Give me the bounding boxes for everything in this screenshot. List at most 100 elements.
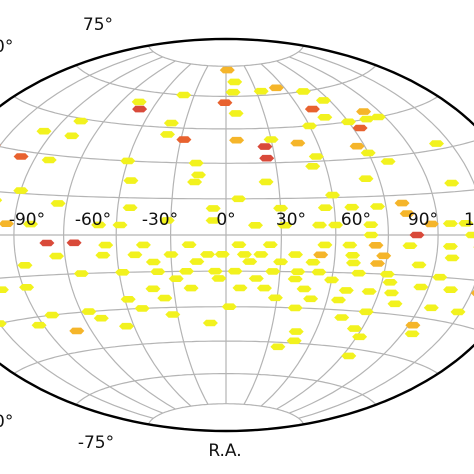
data-cell	[344, 203, 360, 211]
data-cell	[73, 117, 89, 125]
data-cell	[423, 220, 439, 228]
data-cell	[225, 88, 241, 96]
ra-grid-line	[13, 56, 163, 414]
data-cell	[290, 139, 306, 147]
data-cell	[376, 252, 392, 260]
data-cell	[256, 284, 272, 292]
data-cell	[277, 221, 293, 229]
ra-tick-label: 60°	[341, 210, 371, 230]
ra-tick-label: -90°	[9, 210, 45, 230]
data-cell	[265, 268, 281, 275]
data-cell	[221, 303, 237, 310]
ra-tick-label: -60°	[75, 210, 111, 230]
data-cell	[236, 251, 252, 258]
data-cell	[267, 294, 283, 302]
data-cell	[36, 127, 52, 135]
data-cell	[231, 241, 247, 248]
data-cell	[379, 270, 395, 278]
map-outline-path	[0, 37, 474, 433]
data-cell	[183, 284, 199, 292]
data-cell	[191, 171, 206, 179]
data-cell	[288, 328, 304, 335]
data-cell	[0, 286, 9, 293]
data-cell	[127, 251, 143, 259]
data-cell	[248, 222, 263, 229]
data-cell	[165, 311, 181, 318]
data-cell	[341, 118, 356, 126]
data-cell	[181, 241, 197, 248]
data-cell	[341, 352, 357, 360]
map-outline	[0, 37, 474, 433]
data-cell	[361, 288, 377, 295]
data-cell	[405, 321, 421, 329]
ra-tick-label: 0°	[216, 210, 235, 230]
ra-tick-label: 1	[464, 210, 474, 230]
data-cell	[305, 163, 321, 170]
data-cell	[370, 203, 385, 210]
data-cell	[384, 289, 399, 297]
data-cell	[287, 275, 303, 283]
data-cell	[17, 262, 33, 269]
data-cell	[295, 88, 311, 95]
data-cell	[308, 153, 324, 160]
data-cell	[325, 191, 340, 199]
data-cell	[442, 220, 458, 227]
data-cell	[31, 321, 47, 329]
data-cell	[13, 153, 29, 160]
data-cell	[259, 154, 275, 162]
data-cell	[248, 275, 264, 282]
data-cell	[331, 296, 346, 304]
data-cell	[258, 178, 274, 186]
data-cell	[262, 241, 278, 248]
data-cell	[288, 251, 303, 258]
data-cell	[205, 217, 221, 224]
dec-tick-label: 0°	[0, 37, 13, 57]
data-cell	[358, 175, 374, 182]
data-cell	[145, 285, 161, 293]
data-cells	[0, 66, 474, 360]
data-cell	[242, 258, 258, 265]
data-cell	[302, 122, 317, 130]
data-cell	[64, 132, 80, 140]
data-cell	[227, 78, 243, 86]
data-cell	[187, 178, 203, 186]
data-cell	[349, 142, 365, 150]
data-cell	[178, 268, 194, 275]
data-cell	[458, 220, 474, 227]
data-cell	[432, 273, 448, 281]
data-cell	[44, 311, 60, 319]
data-cell	[268, 84, 284, 92]
data-cell	[404, 330, 420, 338]
data-cell	[402, 242, 418, 249]
data-cell	[132, 105, 148, 113]
data-cell	[188, 159, 204, 167]
data-cell	[123, 177, 139, 184]
data-cell	[382, 279, 398, 286]
data-cell	[231, 195, 247, 203]
data-cell	[91, 221, 107, 229]
data-cell	[122, 204, 138, 211]
data-cell	[0, 220, 14, 227]
data-cell	[157, 294, 173, 302]
data-cell	[429, 140, 444, 147]
data-cell	[41, 156, 57, 164]
data-cell	[176, 136, 192, 143]
data-cell	[145, 258, 161, 266]
data-cell	[253, 87, 269, 95]
data-cell	[257, 143, 273, 150]
sky-grid	[0, 45, 474, 425]
axis-labels: -90° -60° -30° 0° 30° 60° 90° 1 75° 0° 0…	[0, 15, 474, 461]
data-cell	[345, 252, 361, 259]
dec-tick-label: -75°	[78, 433, 114, 453]
data-cell	[134, 305, 150, 312]
data-cell	[168, 275, 184, 282]
data-cell	[228, 110, 244, 117]
data-cell	[189, 258, 205, 265]
data-cell	[135, 241, 151, 249]
ra-tick-label: 90°	[408, 210, 438, 230]
data-cell	[163, 119, 179, 127]
data-cell	[442, 243, 458, 250]
data-cell	[69, 327, 85, 335]
data-cell	[217, 99, 233, 106]
